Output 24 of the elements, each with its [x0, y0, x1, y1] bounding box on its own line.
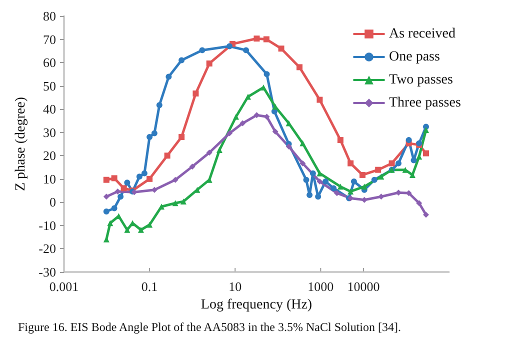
legend-label: Two passes [389, 72, 453, 88]
legend-label: Three passes [389, 96, 461, 110]
x-tick-label: 1000 [308, 279, 334, 294]
y-tick-label: 40 [43, 102, 56, 117]
y-tick-label: -30 [38, 264, 56, 280]
y-tick-label: 0 [50, 194, 56, 210]
y-tick-label: 50 [43, 78, 56, 94]
y-axis-title: Z phase (degree) [13, 96, 28, 192]
x-tick-label: 10000 [347, 279, 380, 294]
x-tick-label: 10 [228, 279, 242, 294]
x-axis-title: Log frequency (Hz) [200, 298, 312, 312]
x-tick-label: 0.1 [141, 279, 158, 294]
y-tick-label: -20 [38, 241, 56, 256]
legend-label: As received [389, 26, 456, 42]
legend-label: One pass [389, 50, 440, 64]
x-tick-label: 0.001 [49, 279, 79, 294]
caption: Figure 16. EIS Bode Angle Plot of the AA5083 in the 3.5% NaCl Solution [34]. [18, 320, 401, 334]
y-tick-label: -10 [38, 218, 56, 233]
y-tick-label: 70 [43, 32, 56, 47]
y-tick-label: 10 [43, 171, 56, 186]
y-tick-label: 30 [43, 124, 56, 140]
y-tick-label: 60 [43, 55, 56, 70]
y-tick-label: 20 [43, 148, 56, 164]
y-tick-label: 80 [43, 8, 56, 24]
